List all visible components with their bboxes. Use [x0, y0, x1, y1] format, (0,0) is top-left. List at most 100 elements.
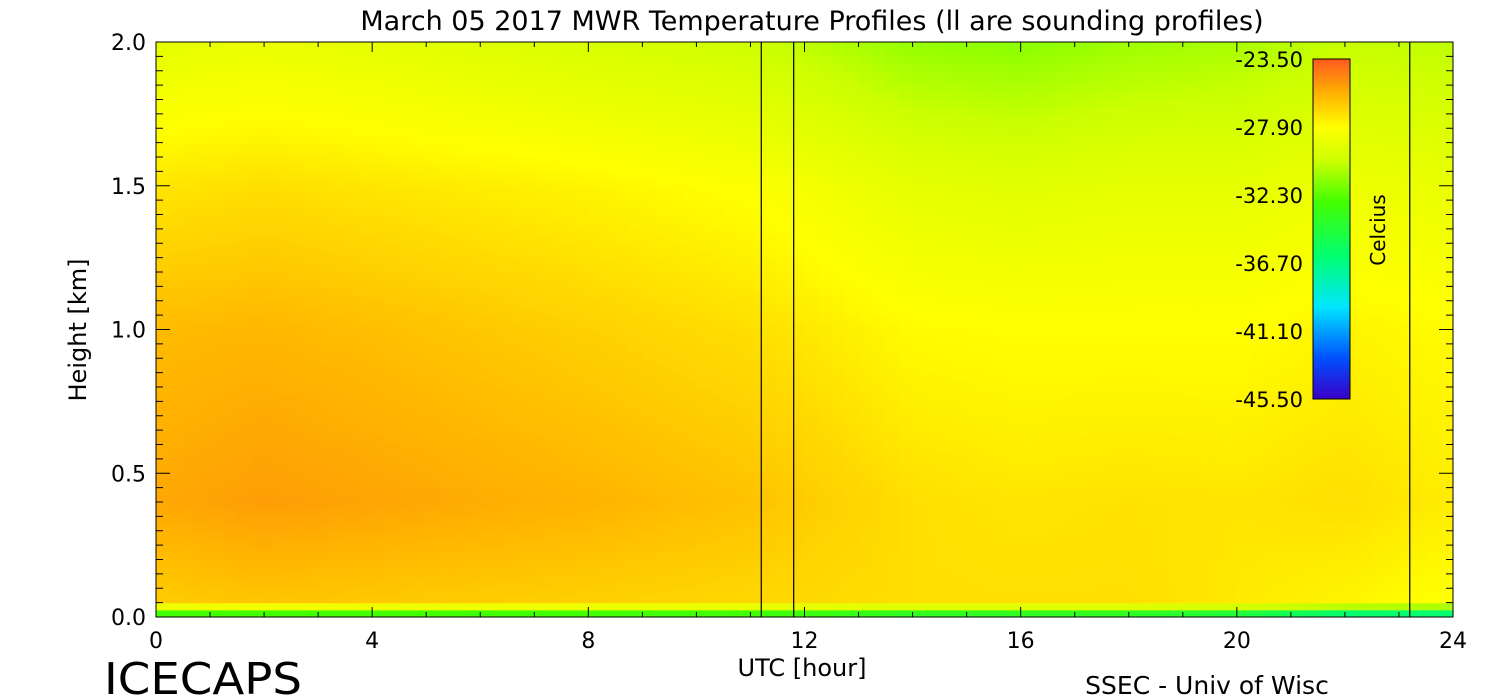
heatmap-cell [574, 545, 589, 553]
heatmap-cell [669, 221, 684, 230]
heatmap-cell [804, 77, 819, 86]
heatmap-cell [709, 502, 725, 510]
heatmap-cell [655, 502, 670, 510]
heatmap-cell [818, 437, 833, 446]
heatmap-cell [345, 537, 360, 546]
heatmap-cell [264, 343, 279, 352]
heatmap-cell [696, 207, 711, 216]
heatmap-cell [169, 178, 184, 187]
heatmap-cell [615, 250, 630, 259]
heatmap-cell [953, 581, 968, 589]
heatmap-cell [858, 408, 873, 417]
heatmap-cell [885, 49, 900, 57]
heatmap-cell [655, 566, 670, 575]
heatmap-cell [210, 358, 225, 367]
heatmap-cell [561, 466, 576, 474]
heatmap-cell [385, 387, 400, 395]
heatmap-cell [953, 77, 968, 86]
heatmap-cell [899, 394, 914, 402]
heatmap-cell [831, 351, 846, 359]
heatmap-cell [980, 171, 995, 180]
heatmap-cell [628, 192, 643, 201]
heatmap-cell [777, 128, 792, 137]
heatmap-cell [588, 473, 603, 482]
heatmap-cell [493, 573, 508, 582]
heatmap-cell [196, 300, 211, 309]
heatmap-cell [210, 63, 225, 72]
heatmap-cell [790, 595, 806, 604]
heatmap-cell [615, 264, 630, 273]
heatmap-cell [561, 559, 576, 568]
heatmap-cell [426, 322, 441, 331]
heatmap-cell [953, 250, 968, 259]
heatmap-cell [277, 372, 292, 381]
heatmap-cell [642, 480, 657, 489]
heatmap-cell [196, 279, 211, 287]
heatmap-cell [493, 149, 508, 158]
heatmap-cell [412, 192, 427, 201]
heatmap-cell [682, 142, 698, 151]
heatmap-cell [196, 415, 211, 424]
heatmap-cell [858, 401, 873, 410]
heatmap-cell [493, 121, 508, 129]
heatmap-cell [926, 128, 941, 137]
heatmap-cell [655, 336, 670, 345]
heatmap-cell [561, 56, 576, 65]
heatmap-cell [831, 92, 846, 101]
heatmap-cell [385, 228, 400, 237]
heatmap-cell [466, 250, 481, 259]
heatmap-cell [763, 228, 779, 237]
heatmap-cell [723, 415, 738, 424]
heatmap-cell [210, 581, 225, 589]
heatmap-cell [210, 401, 225, 410]
heatmap-cell [818, 609, 833, 617]
heatmap-cell [439, 394, 454, 402]
heatmap-cell [750, 185, 765, 194]
heatmap-cell [804, 537, 819, 546]
heatmap-cell [372, 595, 387, 604]
heatmap-cell [953, 221, 968, 230]
heatmap-cell [601, 509, 616, 517]
heatmap-cell [723, 401, 738, 410]
heatmap-cell [385, 49, 400, 57]
heatmap-cell [412, 523, 427, 532]
heatmap-cell [655, 573, 670, 582]
heatmap-cell [818, 157, 833, 165]
heatmap-cell [885, 85, 900, 93]
heatmap-cell [574, 351, 589, 359]
heatmap-cell [358, 545, 373, 553]
heatmap-cell [493, 214, 508, 223]
heatmap-cell [763, 106, 779, 115]
heatmap-cell [939, 157, 954, 165]
heatmap-cell [709, 595, 725, 604]
heatmap-cell [196, 207, 211, 216]
heatmap-cell [926, 480, 941, 489]
heatmap-cell [601, 221, 616, 230]
heatmap-cell [250, 128, 265, 137]
heatmap-cell [439, 573, 454, 582]
heatmap-cell [804, 49, 819, 57]
heatmap-cell [723, 142, 738, 151]
heatmap-cell [169, 602, 184, 611]
heatmap-cell [520, 185, 535, 194]
heatmap-cell [210, 185, 225, 194]
heatmap-cell [507, 394, 522, 402]
heatmap-cell [399, 185, 414, 194]
heatmap-cell [399, 70, 414, 79]
heatmap-cell [831, 422, 846, 431]
heatmap-cell [872, 178, 887, 187]
heatmap-cell [534, 394, 549, 402]
heatmap-cell [804, 430, 819, 438]
heatmap-cell [750, 602, 765, 611]
heatmap-cell [777, 365, 792, 374]
heatmap-cell [980, 315, 995, 323]
heatmap-cell [601, 42, 616, 50]
heatmap-cell [358, 77, 373, 86]
heatmap-cell [439, 56, 454, 65]
heatmap-cell [169, 228, 184, 237]
heatmap-cell [696, 272, 711, 280]
heatmap-cell [520, 451, 535, 460]
heatmap-cell [534, 595, 549, 604]
heatmap-cell [561, 185, 576, 194]
heatmap-cell [331, 178, 346, 187]
